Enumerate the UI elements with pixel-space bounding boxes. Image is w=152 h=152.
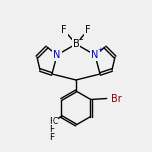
Text: F: F	[61, 25, 67, 35]
Text: N: N	[91, 50, 99, 60]
Text: −: −	[78, 36, 83, 43]
Text: +: +	[97, 47, 103, 53]
Text: C: C	[53, 117, 58, 126]
Text: N: N	[53, 50, 61, 60]
Text: Br: Br	[111, 93, 121, 104]
Text: F: F	[85, 25, 91, 35]
Text: F: F	[49, 133, 54, 142]
Text: F: F	[49, 125, 54, 134]
Text: F: F	[49, 117, 54, 126]
Text: B: B	[73, 39, 79, 49]
